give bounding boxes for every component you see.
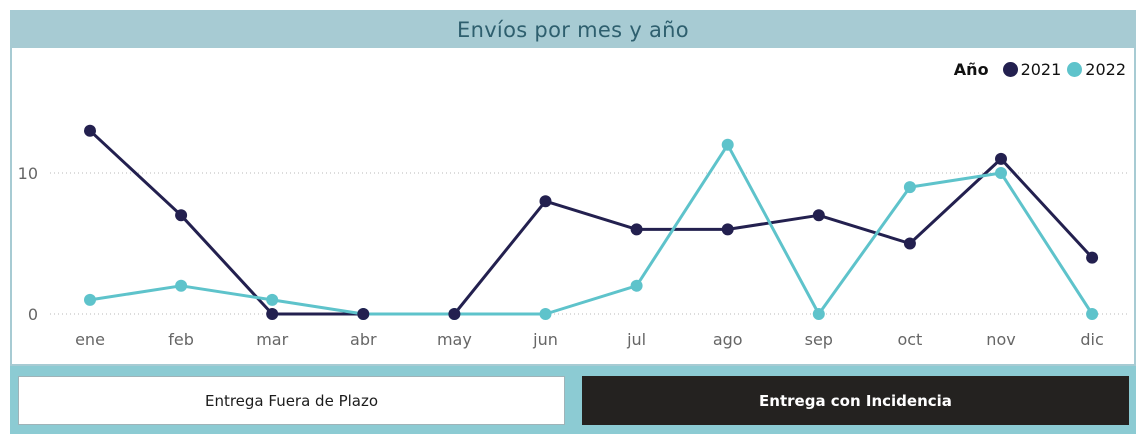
legend-dot-2021 xyxy=(1002,62,1018,77)
x-tick-label-ene: ene xyxy=(75,330,105,349)
point-2022-jul xyxy=(630,279,643,292)
x-tick-label-abr: abr xyxy=(350,330,377,349)
point-2021-may xyxy=(448,308,461,320)
chart-panel: Envíos por mes y año Año 2021 2022 0 10 en… xyxy=(10,10,1136,366)
point-2021-mar xyxy=(266,308,279,320)
line-chart: 0 10 ene feb mar abr may jun jul ago sep oct nov dic xyxy=(18,124,1130,349)
x-tick-label-jun: jun xyxy=(532,330,558,349)
x-tick-label-feb: feb xyxy=(168,330,194,349)
legend-title: Año xyxy=(953,60,989,79)
y-tick-label-10: 10 xyxy=(18,164,38,183)
point-2021-feb xyxy=(175,209,188,222)
y-tick-label-0: 0 xyxy=(28,305,38,324)
point-2021-oct xyxy=(903,237,916,250)
x-tick-label-mar: mar xyxy=(256,330,288,349)
series-line-2021 xyxy=(88,129,1094,316)
x-tick-label-dic: dic xyxy=(1080,330,1103,349)
legend-dot-2022 xyxy=(1067,62,1083,77)
point-2022-sep xyxy=(812,308,825,320)
point-2021-dic xyxy=(1086,251,1099,264)
button-strip: Entrega Fuera de Plazo Entrega con Incid… xyxy=(10,366,1136,434)
point-2021-nov xyxy=(995,152,1007,165)
point-2022-feb xyxy=(175,279,188,292)
x-tick-label-ago: ago xyxy=(713,330,743,349)
point-2021-abr xyxy=(357,308,370,320)
point-2022-oct xyxy=(903,181,916,194)
point-2022-nov xyxy=(995,167,1007,179)
x-tick-label-sep: sep xyxy=(805,330,833,349)
legend-label-2021: 2021 xyxy=(1020,60,1062,79)
point-2022-ene xyxy=(84,293,96,306)
legend-item-2021[interactable]: 2021 xyxy=(1002,60,1062,79)
point-2022-ago xyxy=(721,138,734,151)
point-2022-mar xyxy=(266,293,279,306)
point-2021-ene xyxy=(84,124,96,137)
entrega-con-incidencia-button[interactable]: Entrega con Incidencia xyxy=(582,376,1129,425)
legend-label-2022: 2022 xyxy=(1085,60,1126,79)
point-2021-ago xyxy=(721,223,734,236)
x-tick-label-nov: nov xyxy=(986,330,1015,349)
point-2022-jun xyxy=(539,308,552,320)
point-2021-jul xyxy=(630,223,643,236)
legend-item-2022[interactable]: 2022 xyxy=(1067,60,1126,79)
point-2022-dic xyxy=(1086,308,1099,320)
chart-title: Envíos por mes y año xyxy=(457,18,689,42)
chart-legend: Año 2021 2022 xyxy=(954,60,1126,79)
x-tick-label-may: may xyxy=(437,330,472,349)
entrega-fuera-de-plazo-button[interactable]: Entrega Fuera de Plazo xyxy=(18,376,565,425)
point-2021-sep xyxy=(812,209,825,222)
series-line-2022 xyxy=(89,143,1094,316)
point-2021-jun xyxy=(539,195,552,208)
x-tick-label-jul: jul xyxy=(626,330,646,349)
x-tick-label-oct: oct xyxy=(897,330,922,349)
chart-title-bar: Envíos por mes y año xyxy=(12,12,1134,48)
